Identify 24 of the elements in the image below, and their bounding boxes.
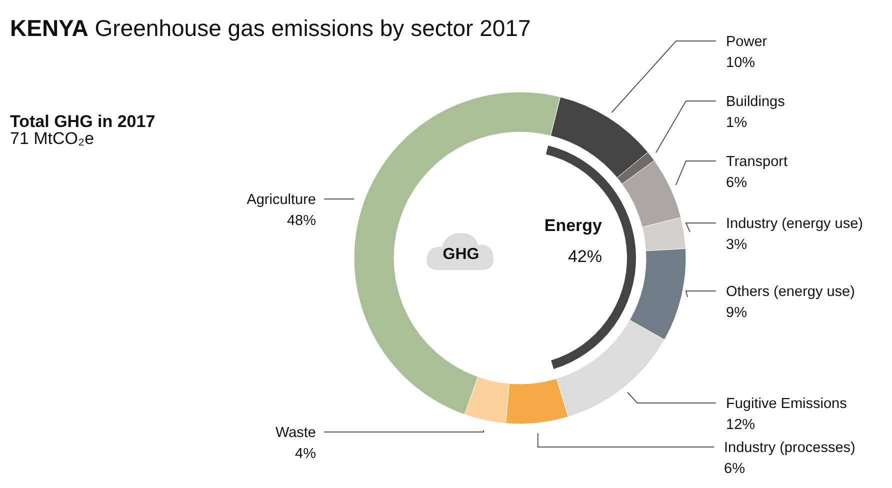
data-label: 12% bbox=[726, 417, 756, 433]
slice-label: Waste bbox=[275, 425, 316, 441]
slice-label: Others (energy use) bbox=[726, 284, 855, 300]
chart-title: KENYA Greenhouse gas emissions by sector 2017 bbox=[10, 15, 531, 41]
data-label: 6% bbox=[726, 175, 748, 191]
data-label: 6% bbox=[724, 461, 746, 477]
slice-label: Industry (processes) bbox=[724, 440, 856, 456]
slice-label: Industry (energy use) bbox=[726, 216, 864, 232]
data-label: 1% bbox=[726, 115, 748, 131]
text: Total GHG in 2017 bbox=[10, 112, 156, 131]
slice-label: Power bbox=[726, 34, 768, 50]
data-label: 48% bbox=[286, 213, 316, 229]
slice-label: Fugitive Emissions bbox=[726, 396, 847, 412]
text: Energy bbox=[544, 216, 603, 235]
text: 71 MtCO₂e bbox=[10, 129, 94, 148]
data-label: 4% bbox=[295, 446, 316, 462]
slice-label: Agriculture bbox=[246, 192, 316, 208]
slice-label: Buildings bbox=[726, 94, 785, 110]
slice-label: Transport bbox=[726, 154, 788, 170]
text: GHG bbox=[442, 246, 480, 264]
data-label: 3% bbox=[726, 237, 748, 253]
data-label: 10% bbox=[726, 55, 756, 71]
data-label: 9% bbox=[726, 305, 748, 321]
text: 42% bbox=[568, 247, 602, 266]
